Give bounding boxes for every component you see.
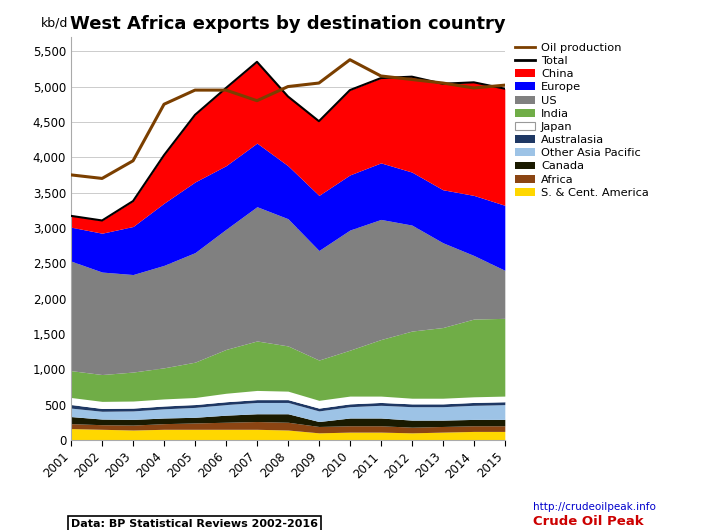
Text: http://crudeoilpeak.info: http://crudeoilpeak.info — [533, 502, 656, 512]
Text: Data: BP Statistical Reviews 2002-2016: Data: BP Statistical Reviews 2002-2016 — [71, 519, 318, 529]
Legend: Oil production, Total, China, Europe, US, India, Japan, Australasia, Other Asia : Oil production, Total, China, Europe, US… — [515, 43, 648, 198]
Text: Crude Oil Peak: Crude Oil Peak — [533, 515, 644, 528]
Text: kb/d: kb/d — [41, 16, 68, 29]
Title: West Africa exports by destination country: West Africa exports by destination count… — [70, 15, 506, 33]
